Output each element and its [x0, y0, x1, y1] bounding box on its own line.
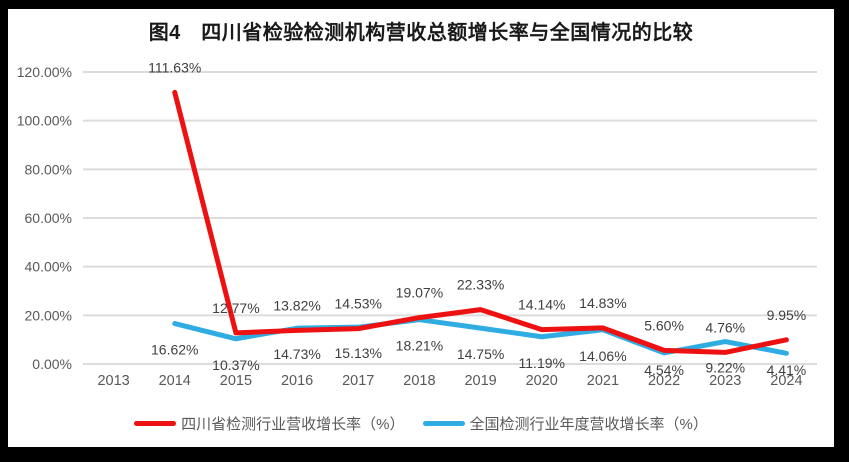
chart-title: 图4 四川省检验检测机构营收总额增长率与全国情况的比较	[148, 22, 694, 44]
data-label: 12.77%	[212, 300, 259, 316]
legend-label-sichuan: 四川省检测行业营收增长率（%）	[181, 416, 405, 433]
chart-canvas: 图4 四川省检验检测机构营收总额增长率与全国情况的比较 0.00% 20.00% 4…	[8, 9, 834, 447]
legend-item-national: 全国检测行业年度营收增长率（%）	[422, 413, 708, 434]
y-axis-tick-label: 0.00%	[32, 356, 72, 372]
legend-label-national: 全国检测行业年度营收增长率（%）	[469, 416, 708, 433]
data-label: 14.06%	[579, 348, 626, 364]
x-axis-tick-label: 2017	[342, 373, 374, 389]
y-axis-tick-label: 80.00%	[25, 161, 72, 177]
data-label: 4.54%	[644, 362, 684, 378]
data-label: 11.19%	[519, 355, 565, 371]
line-chart-plot-area: 0.00% 20.00% 40.00% 60.00% 80.00% 100.00% 120.…	[17, 59, 817, 389]
y-axis-tick-label: 100.00%	[17, 113, 72, 129]
legend-item-sichuan: 四川省检测行业营收增长率（%）	[134, 413, 405, 434]
data-label: 19.07%	[396, 285, 443, 301]
x-axis-tick-label: 2023	[709, 373, 741, 389]
data-label: 18.21%	[396, 338, 443, 354]
data-label: 13.82%	[273, 297, 320, 313]
x-axis-tick-label: 2021	[587, 373, 619, 389]
data-label: 14.53%	[335, 296, 382, 312]
data-label: 111.63%	[148, 59, 201, 75]
data-label: 4.76%	[705, 319, 745, 335]
data-label: 9.95%	[767, 307, 807, 323]
data-label: 10.37%	[212, 357, 259, 373]
data-label: 22.33%	[457, 277, 504, 293]
data-label: 16.62%	[151, 342, 198, 358]
y-axis-tick-label: 60.00%	[25, 210, 72, 226]
data-label: 14.83%	[579, 295, 626, 311]
y-axis-tick-label: 120.00%	[17, 64, 72, 80]
data-label: 15.13%	[335, 345, 382, 361]
x-axis-tick-label: 2018	[403, 373, 435, 389]
data-label: 14.73%	[273, 346, 320, 362]
legend-red-line-icon	[134, 421, 177, 426]
x-axis-tick-label: 2014	[159, 373, 191, 389]
x-axis-tick-label: 2020	[526, 373, 558, 389]
x-axis-tick-label: 2024	[770, 373, 802, 389]
data-label: 14.75%	[457, 346, 504, 362]
data-label: 14.14%	[518, 297, 565, 313]
x-axis-tick-label: 2022	[648, 373, 680, 389]
data-label: 9.22%	[705, 360, 745, 376]
y-axis-tick-label: 40.00%	[25, 259, 72, 275]
x-axis-tick-label: 2016	[281, 373, 313, 389]
series-line-sichuan	[172, 89, 789, 355]
x-axis-tick-label: 2015	[220, 373, 252, 389]
y-axis-tick-label: 20.00%	[25, 307, 72, 323]
chart-legend: 四川省检测行业营收增长率（%） 全国检测行业年度营收增长率（%）	[8, 413, 834, 434]
x-axis-tick-label: 2019	[464, 373, 496, 389]
data-label: 5.60%	[644, 317, 684, 333]
data-label: 4.41%	[767, 362, 807, 378]
x-axis-tick-label: 2013	[97, 373, 129, 389]
legend-blue-line-icon	[422, 421, 465, 426]
